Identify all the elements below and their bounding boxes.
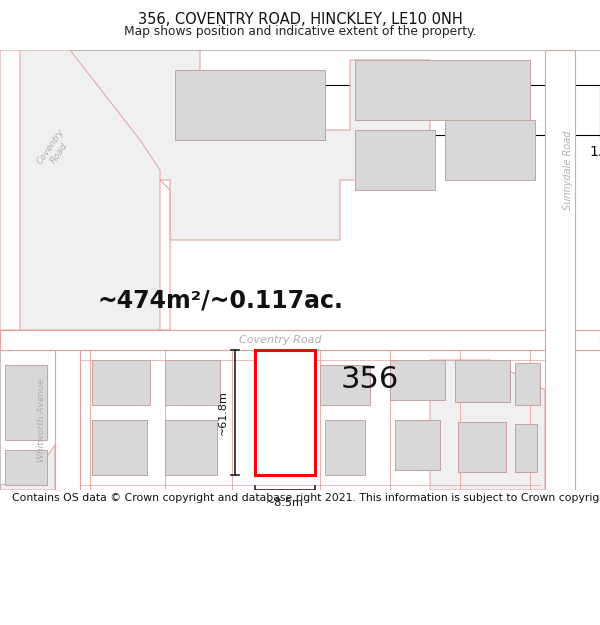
Text: Sunnydale Road: Sunnydale Road (563, 130, 573, 210)
Polygon shape (545, 50, 575, 490)
Bar (355, 130, 435, 190)
Bar (92, 420, 147, 475)
Text: Map shows position and indicative extent of the property.: Map shows position and indicative extent… (124, 24, 476, 38)
Bar (458, 422, 506, 472)
Bar (395, 420, 440, 470)
Text: Coventry Road: Coventry Road (239, 335, 322, 345)
Text: ~61.8m: ~61.8m (218, 390, 228, 435)
Text: Coventry
Road: Coventry Road (35, 127, 75, 172)
Text: ~474m²/~0.117ac.: ~474m²/~0.117ac. (97, 288, 343, 312)
Polygon shape (0, 50, 170, 330)
Polygon shape (430, 360, 545, 490)
Polygon shape (0, 445, 55, 490)
Text: ~8.5m: ~8.5m (266, 498, 304, 508)
Bar (355, 60, 530, 120)
Text: 356: 356 (341, 366, 399, 394)
Bar (165, 420, 217, 475)
Polygon shape (65, 50, 430, 240)
Bar (325, 420, 365, 475)
Bar (455, 360, 510, 402)
Bar (165, 360, 220, 405)
Bar (175, 70, 325, 140)
Polygon shape (20, 50, 160, 330)
Bar (92, 360, 150, 405)
Bar (320, 365, 370, 405)
Bar (5, 365, 47, 440)
Text: 356, COVENTRY ROAD, HINCKLEY, LE10 0NH: 356, COVENTRY ROAD, HINCKLEY, LE10 0NH (137, 12, 463, 28)
Bar (5, 450, 47, 485)
Text: Whitworth Avenue: Whitworth Avenue (37, 378, 47, 462)
Bar (515, 424, 537, 472)
Polygon shape (55, 350, 80, 490)
Bar (515, 363, 540, 405)
Bar (390, 360, 445, 400)
Text: Contains OS data © Crown copyright and database right 2021. This information is : Contains OS data © Crown copyright and d… (12, 492, 600, 502)
Polygon shape (0, 330, 600, 350)
Bar (255, 350, 315, 475)
Bar (445, 120, 535, 180)
